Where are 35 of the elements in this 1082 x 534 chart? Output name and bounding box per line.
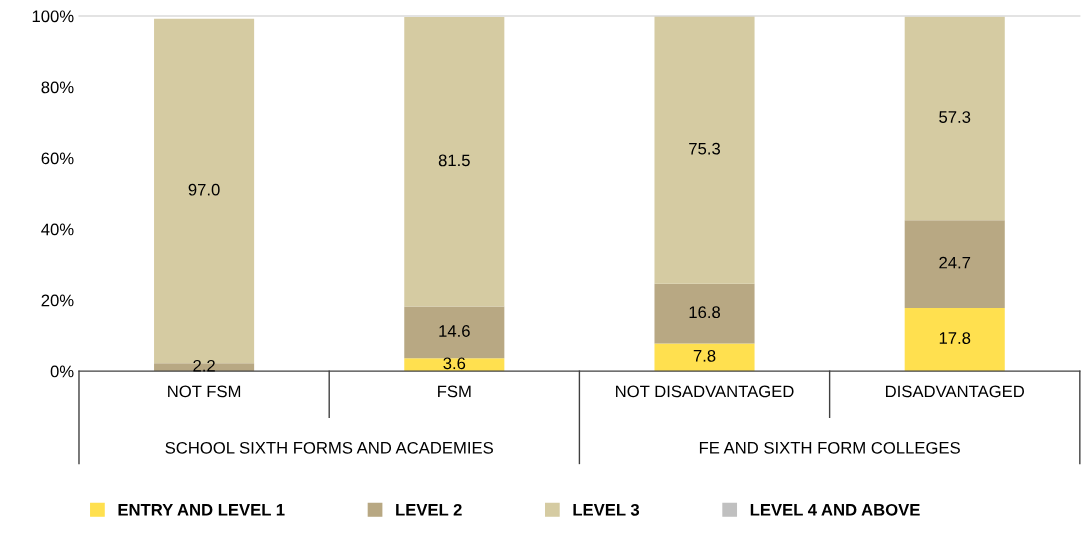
bar xyxy=(654,16,755,284)
y-tick-label: 100% xyxy=(32,10,74,23)
data-label: 57.3 xyxy=(939,111,971,123)
data-label: 16.8 xyxy=(689,306,721,319)
data-label: 2.2 xyxy=(193,359,215,372)
data-label: 75.3 xyxy=(689,142,721,155)
data-label: 3.6 xyxy=(443,357,466,370)
data-label: 97.0 xyxy=(188,183,220,196)
data-label: 24.7 xyxy=(939,256,971,269)
text: SCHOOL SIXTH FORMS AND ACADEMIES xyxy=(165,441,493,454)
y-tick-label: 0% xyxy=(50,365,74,378)
bar xyxy=(904,16,1005,221)
bar xyxy=(404,17,505,307)
x-tick-label: NOT FSM xyxy=(168,385,241,398)
legend-label: ENTRY AND LEVEL 1 xyxy=(118,504,285,516)
x-tick-label: FSM xyxy=(438,385,471,398)
y-tick-label: 20% xyxy=(41,294,74,307)
data-label: 81.5 xyxy=(438,154,470,167)
text: FE AND SIXTH FORM COLLEGES xyxy=(699,441,960,454)
data-label: 14.6 xyxy=(439,325,470,337)
bar xyxy=(904,220,1005,308)
y-tick-label: 80% xyxy=(41,81,74,94)
legend-label: LEVEL 2 xyxy=(396,503,462,516)
bar xyxy=(404,306,505,359)
data-label: 7.8 xyxy=(693,349,716,362)
legend-label: LEVEL 3 xyxy=(573,503,640,516)
legend-label: LEVEL 4 AND ABOVE xyxy=(750,503,920,516)
data-label: 17.8 xyxy=(939,332,971,344)
bar xyxy=(654,283,755,344)
y-tick-label: 40% xyxy=(41,223,74,236)
bar xyxy=(654,343,755,372)
y-tick-label: 60% xyxy=(41,152,74,165)
x-tick-label: NOT DISADVANTAGED xyxy=(616,385,794,398)
bar xyxy=(904,307,1005,372)
x-tick-label: DISADVANTAGED xyxy=(886,385,1025,398)
